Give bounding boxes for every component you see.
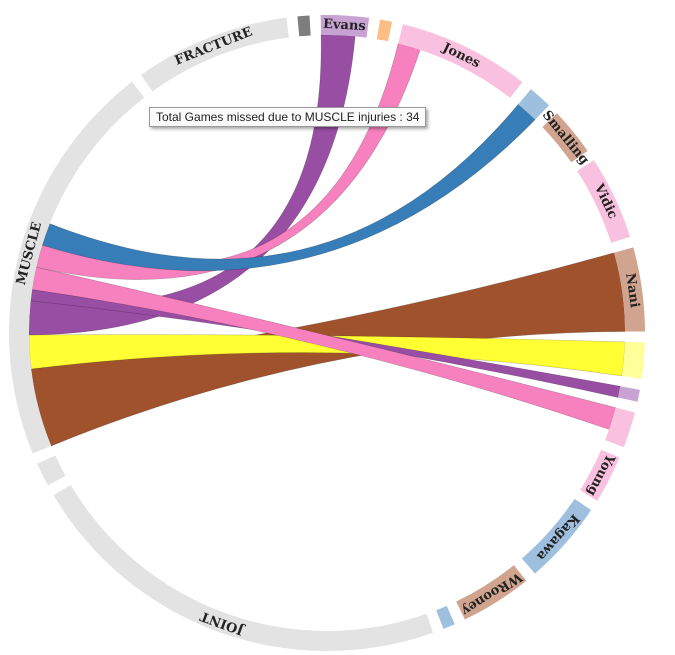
group-arc-fracture[interactable] bbox=[140, 17, 289, 92]
tooltip: Total Games missed due to MUSCLE injurie… bbox=[149, 107, 427, 127]
group-arc-evans[interactable] bbox=[320, 14, 370, 38]
group-arc-vidic[interactable] bbox=[577, 160, 631, 243]
group-label-evans: Evans bbox=[323, 17, 366, 34]
group-label-wrooney: WRooney bbox=[458, 568, 525, 618]
group-arc-young[interactable] bbox=[580, 449, 620, 501]
group-arc-wrooney[interactable] bbox=[456, 565, 527, 620]
group-arc-7[interactable] bbox=[621, 341, 645, 379]
group-arc-15[interactable] bbox=[37, 455, 66, 486]
group-arc-jones[interactable] bbox=[398, 24, 523, 98]
group-label-smalling: Smalling bbox=[539, 108, 592, 168]
group-arc-1[interactable] bbox=[376, 19, 393, 42]
group-arc-kagawa[interactable] bbox=[521, 498, 592, 574]
group-arc-muscle[interactable] bbox=[8, 81, 145, 454]
group-label-nani: Nani bbox=[622, 272, 642, 308]
group-arc-18[interactable] bbox=[297, 15, 311, 37]
group-arc-9[interactable] bbox=[605, 407, 635, 448]
group-arc-nani[interactable] bbox=[614, 247, 645, 332]
group-arc-smalling[interactable] bbox=[542, 113, 588, 163]
group-arc-joint[interactable] bbox=[53, 484, 434, 651]
group-label-kagawa: Kagawa bbox=[533, 511, 582, 564]
group-arc-13[interactable] bbox=[436, 605, 455, 629]
group-arc-3[interactable] bbox=[518, 89, 550, 120]
ribbon-muscle-group-3[interactable] bbox=[41, 103, 536, 272]
group-arc-8[interactable] bbox=[617, 386, 640, 402]
